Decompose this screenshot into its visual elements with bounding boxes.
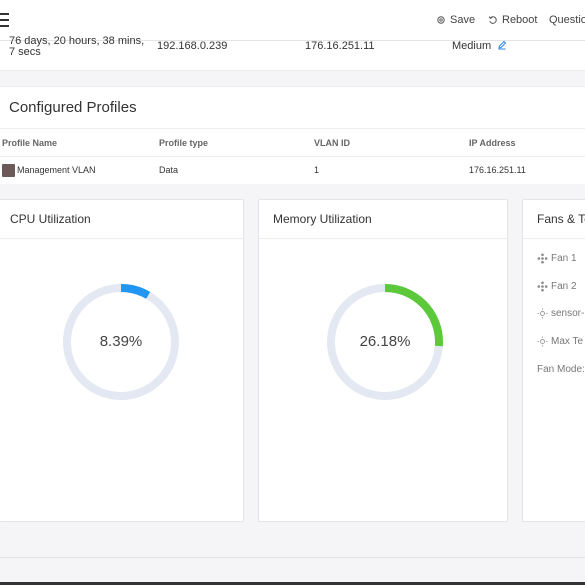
table-header: Profile Name Profile type VLAN ID IP Add… [0,128,585,157]
max-temp-item: Max Te [537,336,583,347]
column-header-profile-type[interactable]: Profile type [159,138,209,148]
sun-icon [537,308,548,319]
menu-icon[interactable] [0,13,9,27]
cpu-utilization-card: CPU Utilization 8.39% [0,199,244,522]
memory-percentage: 26.18% [359,333,411,350]
ip-address-2-value: 176.16.251.11 [305,40,375,52]
column-header-profile-name[interactable]: Profile Name [2,138,58,148]
memory-ring-value [327,284,443,400]
fans-temperature-card: Fans & Te Fan 1 Fan 2 sensor- Max Te Fan… [522,199,585,522]
reboot-icon [488,16,497,24]
fan-2-label: Fan 2 [551,281,577,292]
footer-divider [0,557,585,558]
top-bar: Save Reboot Questio [0,0,585,41]
ip-address-value: 192.168.0.239 [157,40,228,52]
memory-card-title: Memory Utilization [259,200,507,239]
max-temp-label: Max Te [551,336,584,347]
cpu-donut-chart: 8.39% [59,280,183,404]
gear-icon [437,16,445,24]
configured-profiles-panel: Configured Profiles Profile Name Profile… [0,86,585,184]
cpu-ring-value [63,284,179,400]
column-header-vlan-id[interactable]: VLAN ID [314,138,350,148]
fan-icon [537,253,548,264]
system-summary-row: 76 days, 20 hours, 38 mins, 7 secs 192.1… [0,36,585,71]
sun-icon [537,336,548,347]
ip-address-cell: 176.16.251.11 [469,165,526,175]
profiles-title: Configured Profiles [9,99,137,116]
fan-mode-label: Fan Mode: [537,364,585,375]
memory-utilization-card: Memory Utilization 26.18% [258,199,508,522]
fan-1-item: Fan 1 [537,253,577,264]
questions-label: Questio [549,14,585,26]
fan-mode-item: Fan Mode: [537,364,585,375]
uptime-value: 76 days, 20 hours, 38 mins, 7 secs [9,35,145,58]
bottom-edge [0,582,585,585]
fan-1-label: Fan 1 [551,253,577,264]
questions-button[interactable]: Questio [549,14,585,26]
edit-icon[interactable] [497,40,507,50]
reboot-label: Reboot [502,14,538,26]
save-label: Save [450,14,476,26]
cpu-percentage: 8.39% [99,333,143,350]
fan-2-item: Fan 2 [537,281,577,292]
fans-card-title: Fans & Te [523,200,585,239]
save-button[interactable]: Save [436,14,475,26]
reboot-button[interactable]: Reboot [488,14,537,26]
profile-name-cell: Management VLAN [17,165,96,175]
level-value: Medium [452,40,492,52]
column-header-ip-address[interactable]: IP Address [469,138,516,148]
memory-donut-chart: 26.18% [323,280,447,404]
profile-icon [2,164,15,177]
cpu-card-title: CPU Utilization [0,200,243,239]
sensor-label: sensor- [551,308,585,319]
fan-icon [537,281,548,292]
vlan-id-cell: 1 [314,165,320,175]
profile-type-cell: Data [159,165,179,175]
table-row[interactable]: Management VLAN Data 1 176.16.251.11 [0,157,585,185]
sensor-item: sensor- [537,308,584,319]
